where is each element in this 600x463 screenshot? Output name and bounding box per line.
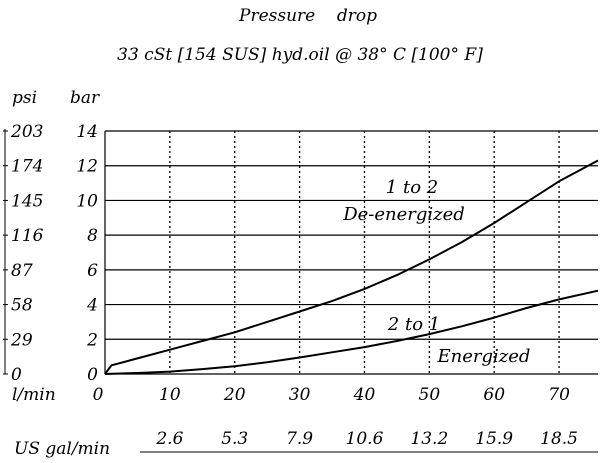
x-secondary-axis-label: US gal/min <box>14 439 110 459</box>
x-secondary-tick-label: 18.5 <box>540 429 578 449</box>
chart-subtitle: 33 cSt [154 SUS] hyd.oil @ 38° C [100° F… <box>117 45 483 65</box>
y-tick-label-bar: 8 <box>87 226 98 246</box>
series-label-line: Energized <box>437 346 531 367</box>
x-tick-label: 50 <box>419 385 441 405</box>
x-tick-label: 70 <box>548 385 570 405</box>
x-axis-label: l/min <box>12 385 56 405</box>
x-tick-label: 10 <box>159 385 181 405</box>
y-tick-label-psi: 87 <box>11 261 33 281</box>
y-tick-label-psi: 58 <box>11 296 33 316</box>
y-tick-label-bar: 4 <box>86 296 98 316</box>
y-axis-label-psi: psi <box>12 88 37 108</box>
y-tick-label-bar: 10 <box>76 191 98 211</box>
series-label-1to2: 1 to 2 De-energized <box>342 177 465 225</box>
x-tick-label: 30 <box>289 385 311 405</box>
x-tick-label: 0 <box>93 385 104 405</box>
y-tick-label-psi: 174 <box>11 157 43 177</box>
y-axis-label-bar: bar <box>70 88 100 108</box>
axes <box>3 129 598 453</box>
y-tick-label-psi: 116 <box>11 226 44 246</box>
series-label-2to1: 2 to 1 Energized <box>387 314 531 367</box>
y-tick-label-bar: 0 <box>87 365 98 385</box>
x-secondary-tick-label: 5.3 <box>221 429 248 449</box>
series-line-1to2-de-energized <box>104 159 599 375</box>
y-tick-label-bar: 12 <box>76 157 98 177</box>
x-secondary-tick-label: 10.6 <box>346 429 384 449</box>
x-secondary-tick-label: 2.6 <box>155 429 183 449</box>
series-line-2to1-energized <box>104 289 599 375</box>
x-secondary-tick-label: 7.9 <box>286 429 313 449</box>
y-tick-label-bar: 6 <box>87 261 98 281</box>
grid <box>105 130 598 374</box>
x-secondary-tick-label: 15.9 <box>475 429 513 449</box>
series-label-line: 1 to 2 <box>386 177 438 198</box>
x-tick-label: 20 <box>223 385 246 405</box>
y-tick-label-bar: 2 <box>86 330 98 350</box>
x-secondary-tick-label: 13.2 <box>410 429 448 449</box>
y-tick-label-psi: 203 <box>10 122 43 142</box>
series-label-line: De-energized <box>342 204 465 225</box>
x-tick-label: 60 <box>483 385 505 405</box>
y-tick-label-psi: 145 <box>11 191 43 211</box>
x-tick-label: 40 <box>353 385 376 405</box>
chart-title: Pressure drop <box>238 6 377 26</box>
y-tick-label-bar: 14 <box>76 122 98 142</box>
y-tick-label-psi: 29 <box>10 330 33 350</box>
y-tick-label-psi: 0 <box>11 365 22 385</box>
series <box>104 159 599 375</box>
series-label-line: 2 to 1 <box>387 314 440 335</box>
